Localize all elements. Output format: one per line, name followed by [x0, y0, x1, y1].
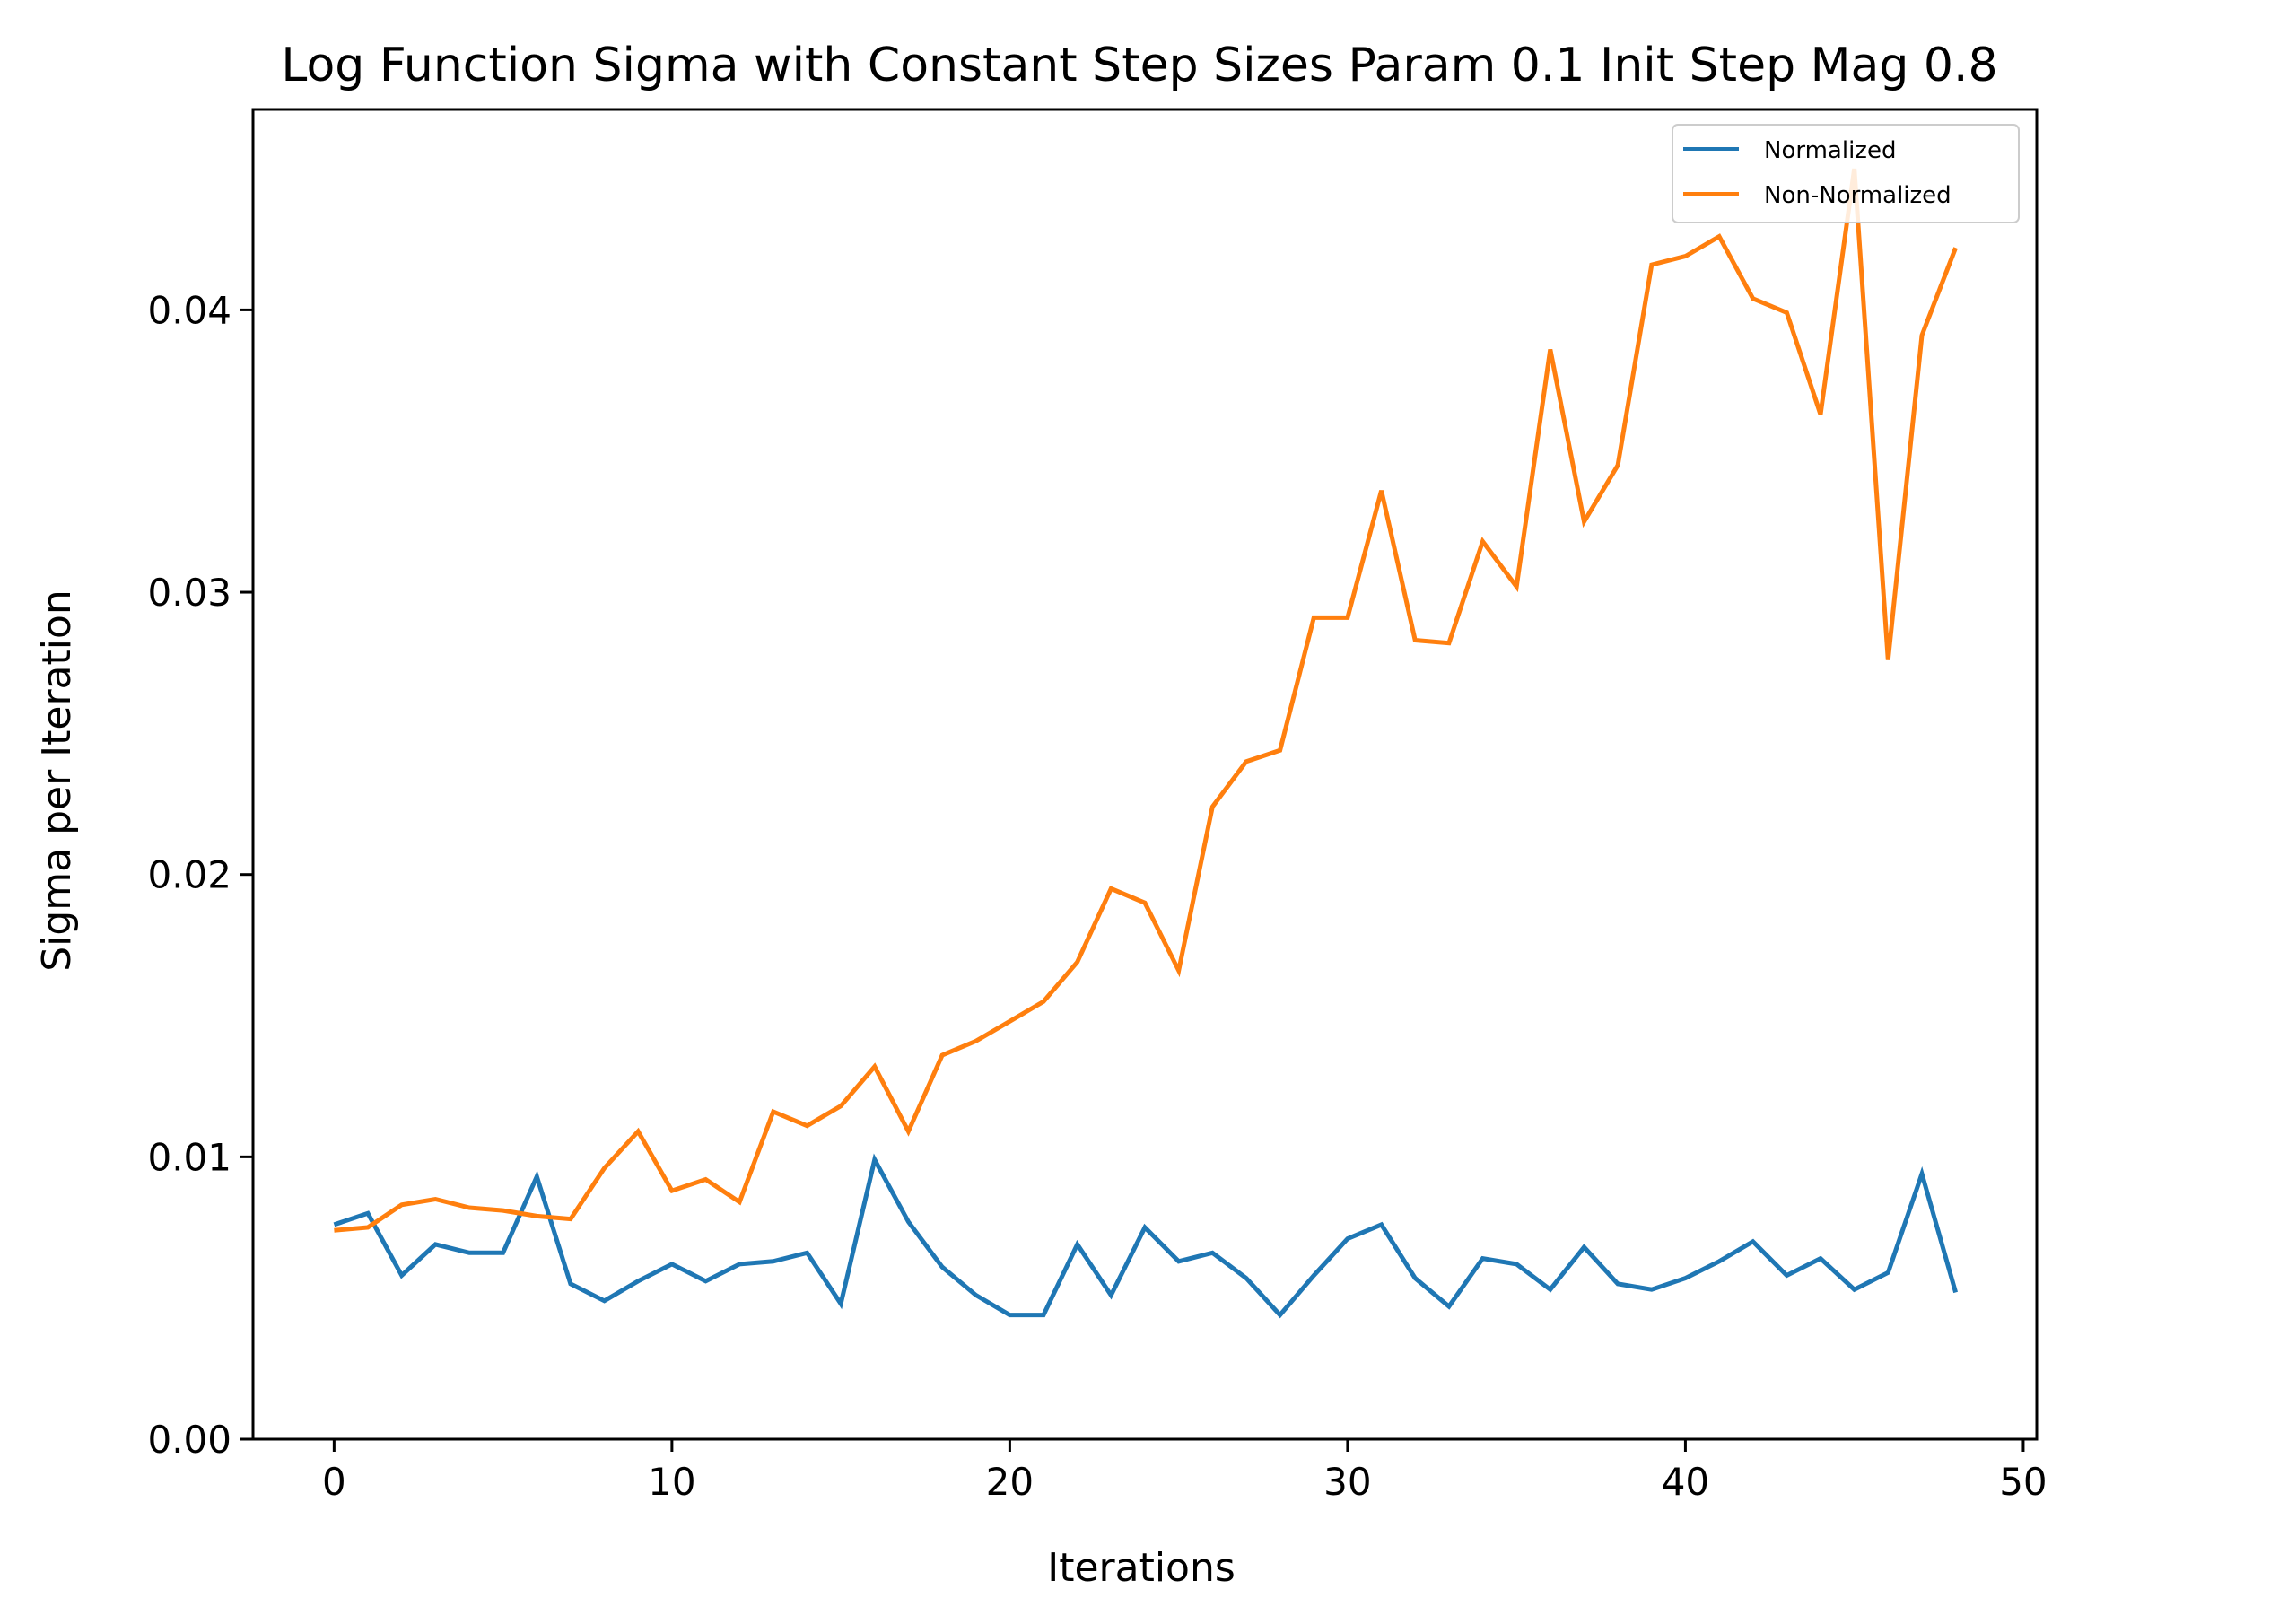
legend-label-normalized: Normalized: [1764, 137, 1896, 164]
legend-label-non-normalized: Non-Normalized: [1764, 182, 1952, 209]
y-tick-label: 0.00: [147, 1418, 231, 1462]
legend-box: [1672, 124, 2020, 223]
y-tick-label: 0.03: [147, 571, 231, 615]
legend: Normalized Non-Normalized: [1672, 124, 2020, 223]
y-tick-label: 0.01: [147, 1135, 231, 1179]
chart-title: Log Function Sigma with Constant Step Si…: [281, 39, 1997, 92]
y-tick-label: 0.04: [147, 288, 231, 332]
y-tick-label: 0.02: [147, 853, 231, 897]
x-tick-label: 10: [648, 1460, 695, 1504]
plot-lines: [333, 168, 1959, 1319]
x-tick-label: 50: [1999, 1460, 2047, 1504]
series-line-non-normalized: [334, 168, 1958, 1233]
x-tick-label: 40: [1662, 1460, 1709, 1504]
series-line-normalized: [333, 1153, 1959, 1319]
x-axis-label: Iterations: [1047, 1545, 1236, 1591]
x-axis: 0 10 20 30 40 50: [322, 1439, 2048, 1504]
x-tick-label: 0: [322, 1460, 346, 1504]
x-tick-label: 30: [1323, 1460, 1371, 1504]
plot-frame: [251, 108, 2039, 1441]
y-axis: 0.00 0.01 0.02 0.03 0.04: [147, 288, 253, 1462]
y-axis-label: Sigma per Iteration: [34, 589, 80, 972]
x-tick-label: 20: [986, 1460, 1034, 1504]
